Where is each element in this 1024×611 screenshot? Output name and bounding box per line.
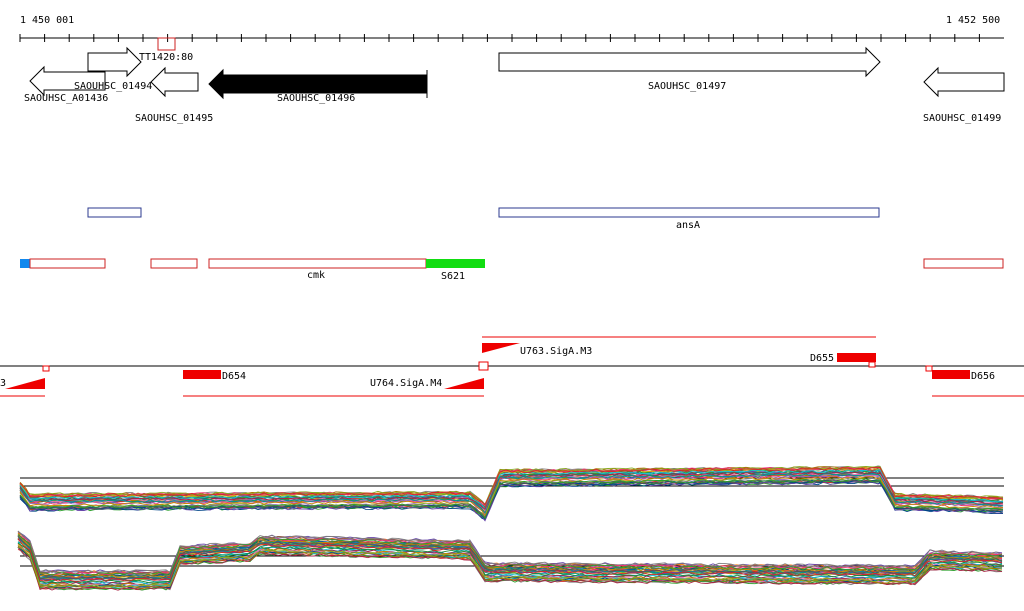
- promoter-left[interactable]: [5, 378, 45, 389]
- operon-plus-box-ansA[interactable]: [498, 207, 880, 218]
- ruler-end-label: 1 452 500: [946, 15, 1000, 26]
- gene-label-SAOUHSC_01494: SAOUHSC_01494: [74, 81, 152, 92]
- operon-plus-box[interactable]: [87, 207, 142, 218]
- operon-plus-track: ansA: [87, 207, 880, 231]
- feature-label-D656: D656: [971, 371, 995, 382]
- gene-label-TT1420: TT1420:80: [139, 52, 193, 63]
- operon-minus-highlight-blue: [20, 259, 30, 268]
- gene-box-TT1420[interactable]: [157, 37, 176, 51]
- gene-track: SAOUHSC_A01436 SAOUHSC_01494 SAOUHSC_014…: [24, 37, 1005, 124]
- operon-label-S621: S621: [441, 271, 465, 282]
- expression-trace: [19, 481, 1004, 520]
- expression-trace: [17, 530, 1003, 574]
- gene-arrow-SAOUHSC_01497[interactable]: [498, 46, 881, 78]
- gene-arrow-SAOUHSC_A01436[interactable]: [29, 65, 106, 97]
- ruler-start-label: 1 450 001: [20, 15, 74, 26]
- expression-track-lower: [17, 530, 1004, 591]
- terminator-D654[interactable]: [183, 370, 221, 379]
- feature-marker: [925, 365, 933, 372]
- gene-arrow-SAOUHSC_01499[interactable]: [923, 66, 1005, 98]
- ruler-ticks: [19, 34, 980, 42]
- feature-label-D654: D654: [222, 371, 246, 382]
- feature-label-left-cut: 3: [0, 378, 6, 389]
- promoter-U764[interactable]: [444, 378, 484, 389]
- gene-label-SAOUHSC_01497: SAOUHSC_01497: [648, 81, 726, 92]
- operon-minus-box-S621[interactable]: [426, 259, 485, 268]
- feature-marker: [868, 361, 876, 368]
- expression-trace: [17, 534, 1003, 576]
- gene-arrow-SAOUHSC_01495[interactable]: [150, 66, 199, 98]
- expression-trace: [19, 475, 1004, 517]
- promoter-U763[interactable]: [482, 343, 520, 353]
- expression-trace: [17, 536, 1003, 580]
- expression-trace: [17, 546, 1003, 588]
- expression-trace: [19, 478, 1004, 520]
- operon-minus-box-cmk[interactable]: [208, 258, 427, 269]
- feature-label-U764: U764.SigA.M4: [370, 378, 442, 389]
- operon-minus-box[interactable]: [29, 258, 106, 269]
- operon-minus-track: cmk S621: [20, 258, 1004, 282]
- gene-arrow-SAOUHSC_01496[interactable]: [208, 68, 428, 100]
- expression-trace: [17, 536, 1003, 580]
- gene-label-SAOUHSC_01496: SAOUHSC_01496: [277, 93, 355, 104]
- expression-trace: [17, 538, 1003, 582]
- feature-label-U763: U763.SigA.M3: [520, 346, 592, 357]
- expression-trace: [19, 471, 1004, 510]
- expression-trace: [19, 469, 1004, 511]
- feature-marker: [478, 361, 489, 371]
- operon-minus-box[interactable]: [923, 258, 1004, 269]
- gene-label-SAOUHSC_01495: SAOUHSC_01495: [135, 113, 213, 124]
- expression-trace: [19, 481, 1004, 522]
- expression-track-upper: [19, 465, 1004, 522]
- gene-label-SAOUHSC_01499: SAOUHSC_01499: [923, 113, 1001, 124]
- operon-minus-box[interactable]: [150, 258, 198, 269]
- coordinate-ruler: 1 450 001 1 452 500: [19, 15, 1004, 42]
- operon-label-cmk: cmk: [307, 270, 325, 281]
- gene-label-SAOUHSC_A01436: SAOUHSC_A01436: [24, 93, 108, 104]
- expression-trace: [19, 473, 1004, 514]
- terminator-D656[interactable]: [932, 370, 970, 379]
- feature-track: U763.SigA.M3 U764.SigA.M4 D654 D655 D656…: [0, 336, 1024, 397]
- expression-trace: [19, 466, 1004, 506]
- terminator-D655[interactable]: [837, 353, 876, 362]
- feature-marker: [42, 365, 50, 372]
- operon-label-ansA: ansA: [676, 220, 700, 231]
- feature-label-D655: D655: [810, 353, 834, 364]
- gene-arrow-SAOUHSC_01494[interactable]: [87, 46, 142, 78]
